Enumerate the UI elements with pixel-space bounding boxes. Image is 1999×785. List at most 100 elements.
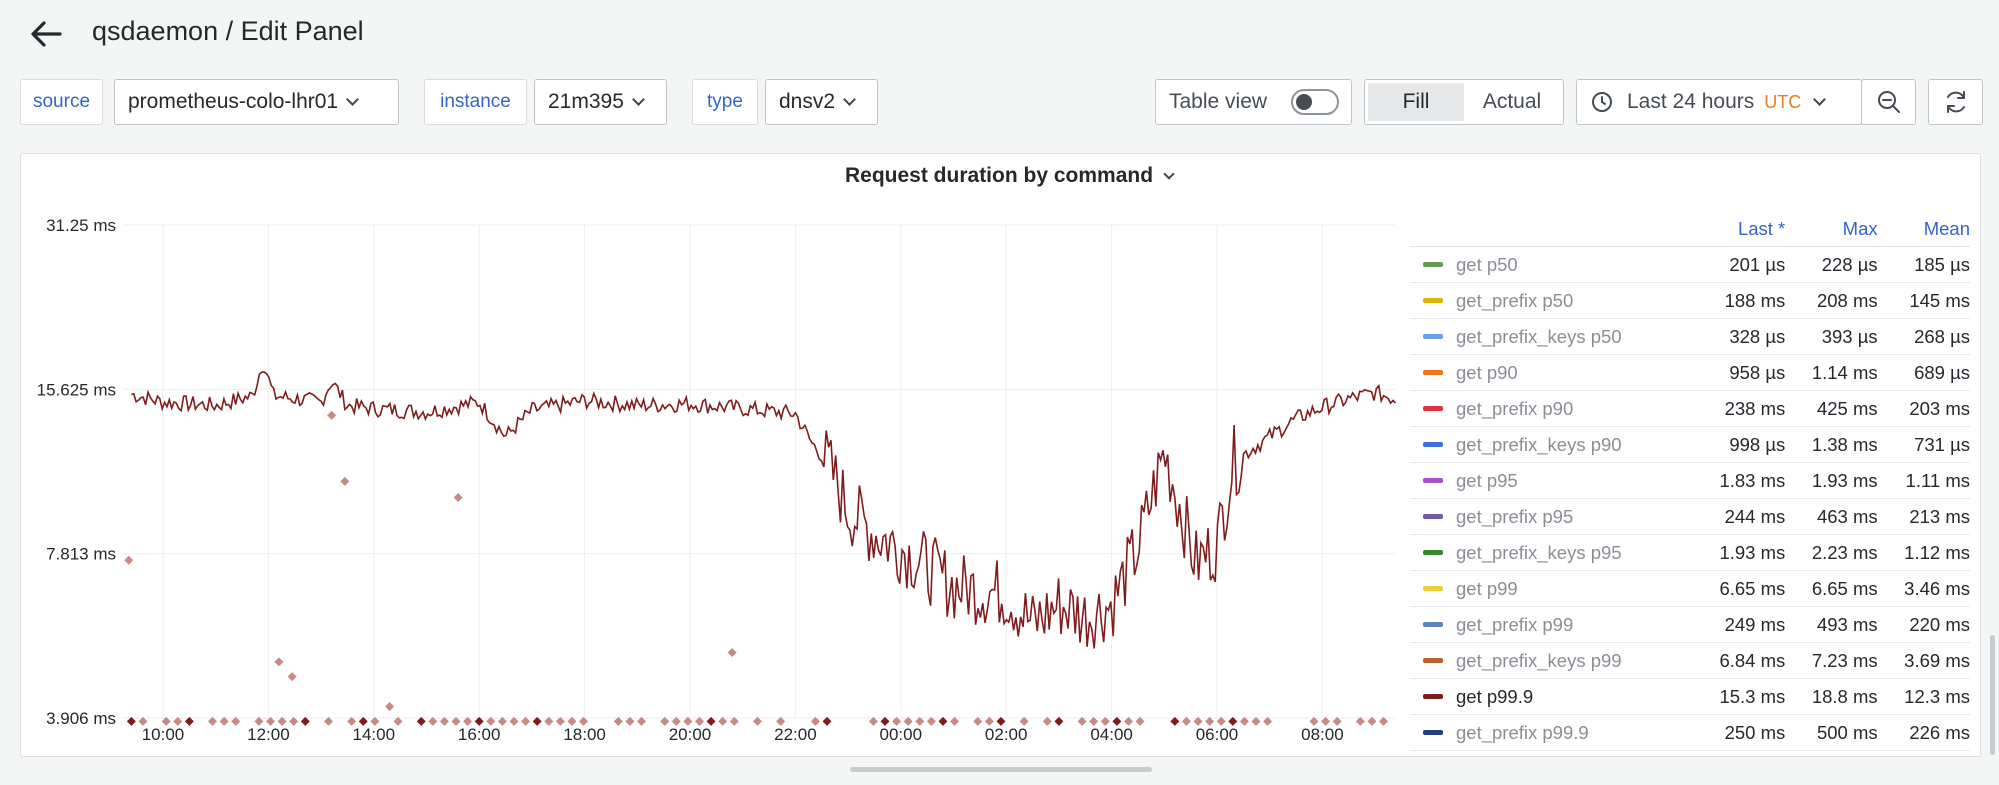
scatter-point (509, 716, 519, 726)
y-tick-label: 3.906 ms (46, 709, 116, 728)
zoom-out-button[interactable] (1861, 79, 1916, 125)
legend-series[interactable]: get_prefix p95 (1410, 506, 1674, 528)
variable-select-type[interactable]: dnsv2 (765, 79, 878, 125)
legend-row[interactable]: get_prefix_keys p95 1.93 ms 2.23 ms 1.12 ms (1410, 535, 1970, 571)
scatter-point (567, 716, 577, 726)
legend-row[interactable]: get p95 1.83 ms 1.93 ms 1.11 ms (1410, 463, 1970, 499)
legend-mean-value: 185 µs (1914, 253, 1970, 275)
legend-last-value: 1.83 ms (1719, 469, 1786, 491)
legend-row[interactable]: get p99.9 15.3 ms 18.8 ms 12.3 ms (1410, 679, 1970, 715)
legend-series-name: get p95 (1456, 469, 1518, 491)
toggle-switch[interactable] (1291, 89, 1339, 115)
scatter-point (1181, 716, 1191, 726)
scatter-point (973, 716, 983, 726)
legend-max-value: 2.23 ms (1811, 541, 1878, 563)
scatter-point (1193, 716, 1203, 726)
x-axis: 10:00 12:00 14:00 16:00 18:00 20:00 22:00 00:00… (142, 725, 1344, 744)
scatter-point (727, 647, 737, 657)
panel-title-menu[interactable]: Request duration by command (845, 164, 1175, 188)
refresh-button[interactable] (1928, 79, 1983, 125)
legend-series[interactable]: get_prefix p90 (1410, 398, 1674, 420)
series-line-get-p99-9 (131, 371, 1396, 649)
legend-col-mean[interactable]: Mean (1923, 218, 1970, 239)
refresh-icon (1946, 91, 1965, 113)
legend-row[interactable]: get_prefix p95 244 ms 463 ms 213 ms (1410, 499, 1970, 535)
scatter-point (370, 716, 380, 726)
scatter-point (1228, 716, 1238, 726)
scatter-point (1170, 716, 1180, 726)
scatter-point (1355, 716, 1365, 726)
legend-series[interactable]: get_prefix p99 (1410, 614, 1674, 636)
y-axis: 31.25 ms 15.625 ms 7.813 ms 3.906 ms (37, 216, 116, 728)
legend-series[interactable]: get_prefix p50 (1410, 290, 1674, 312)
legend-series[interactable]: get p95 (1410, 470, 1674, 492)
legend-row[interactable]: get_prefix_keys p50 328 µs 393 µs 268 µs (1410, 319, 1970, 355)
legend-max-value: 7.23 ms (1811, 649, 1878, 671)
scatter-point (428, 716, 438, 726)
legend-series[interactable]: get p99.9 (1410, 686, 1674, 708)
legend-row[interactable]: get p50 201 µs 228 µs 185 µs (1410, 247, 1970, 283)
variable-select-instance[interactable]: 21m395 (534, 79, 667, 125)
legend-row[interactable]: get_prefix p90 238 ms 425 ms 203 ms (1410, 391, 1970, 427)
scatter-point (706, 716, 716, 726)
series-color-swatch (1423, 406, 1443, 411)
scatter-point (463, 716, 473, 726)
scatter-point (950, 716, 960, 726)
legend-max-value: 393 µs (1821, 325, 1878, 347)
scatter-point (1263, 716, 1273, 726)
scatter-point (1332, 716, 1342, 726)
scatter-point (416, 716, 426, 726)
vertical-scrollbar[interactable] (1990, 635, 1995, 755)
horizontal-scrollbar[interactable] (850, 767, 1152, 772)
x-tick-label: 02:00 (985, 725, 1028, 744)
legend-col-max[interactable]: Max (1842, 218, 1878, 239)
scatter-point (718, 716, 728, 726)
legend-series[interactable]: get_prefix_keys p50 (1410, 326, 1674, 348)
legend-max-value: 208 ms (1816, 289, 1878, 311)
scatter-point (822, 716, 832, 726)
scatter-point (903, 716, 913, 726)
page-title: qsdaemon / Edit Panel (92, 16, 364, 46)
scatter-point (579, 716, 589, 726)
legend-max-value: 1.93 ms (1811, 469, 1878, 491)
legend-series[interactable]: get p99 (1410, 578, 1674, 600)
legend-col-last[interactable]: Last * (1737, 218, 1786, 239)
legend-series[interactable]: get_prefix_keys p99 (1410, 650, 1674, 672)
variable-select-source[interactable]: prometheus-colo-lhr01 (114, 79, 399, 125)
table-view-toggle[interactable]: Table view (1155, 79, 1352, 125)
scatter-point (752, 716, 762, 726)
fill-option[interactable]: Fill (1368, 83, 1464, 121)
legend-row[interactable]: get_prefix_keys p99 6.84 ms 7.23 ms 3.69 ms (1410, 643, 1970, 679)
scatter-point (1112, 716, 1122, 726)
legend-row[interactable]: get_prefix p99 249 ms 493 ms 220 ms (1410, 607, 1970, 643)
scatter-point (173, 716, 183, 726)
legend-row[interactable]: get_prefix p50 188 ms 208 ms 145 ms (1410, 283, 1970, 319)
legend-max-value: 463 ms (1816, 505, 1878, 527)
legend-series-name: get p50 (1456, 253, 1518, 275)
legend-series[interactable]: get_prefix_keys p95 (1410, 542, 1674, 564)
legend-last-value: 6.65 ms (1719, 577, 1786, 599)
legend-row[interactable]: get_prefix p99.9 250 ms 500 ms 226 ms (1410, 715, 1970, 751)
scatter-point (984, 716, 994, 726)
legend-row[interactable]: get p99 6.65 ms 6.65 ms 3.46 ms (1410, 571, 1970, 607)
time-range-picker[interactable]: Last 24 hours UTC (1576, 79, 1862, 125)
scatter-point (1077, 716, 1087, 726)
legend-mean-value: 3.69 ms (1904, 649, 1970, 671)
x-tick-label: 20:00 (669, 725, 712, 744)
back-button[interactable] (26, 14, 66, 54)
legend-series[interactable]: get_prefix_keys p90 (1410, 434, 1674, 456)
x-tick-label: 08:00 (1301, 725, 1344, 744)
series-color-swatch (1423, 442, 1443, 447)
legend-row[interactable]: get p90 958 µs 1.14 ms 689 µs (1410, 355, 1970, 391)
legend-row[interactable]: get_prefix_keys p90 998 µs 1.38 ms 731 µs (1410, 427, 1970, 463)
series-color-swatch (1423, 550, 1443, 555)
scatter-point (254, 716, 264, 726)
legend-series[interactable]: get p90 (1410, 362, 1674, 384)
legend-last-value: 188 ms (1724, 289, 1786, 311)
actual-option[interactable]: Actual (1482, 90, 1542, 113)
legend-series[interactable]: get p50 (1410, 254, 1674, 276)
x-tick-label: 10:00 (142, 725, 185, 744)
legend-series[interactable]: get_prefix p99.9 (1410, 722, 1674, 744)
legend-mean-value: 3.46 ms (1904, 577, 1970, 599)
